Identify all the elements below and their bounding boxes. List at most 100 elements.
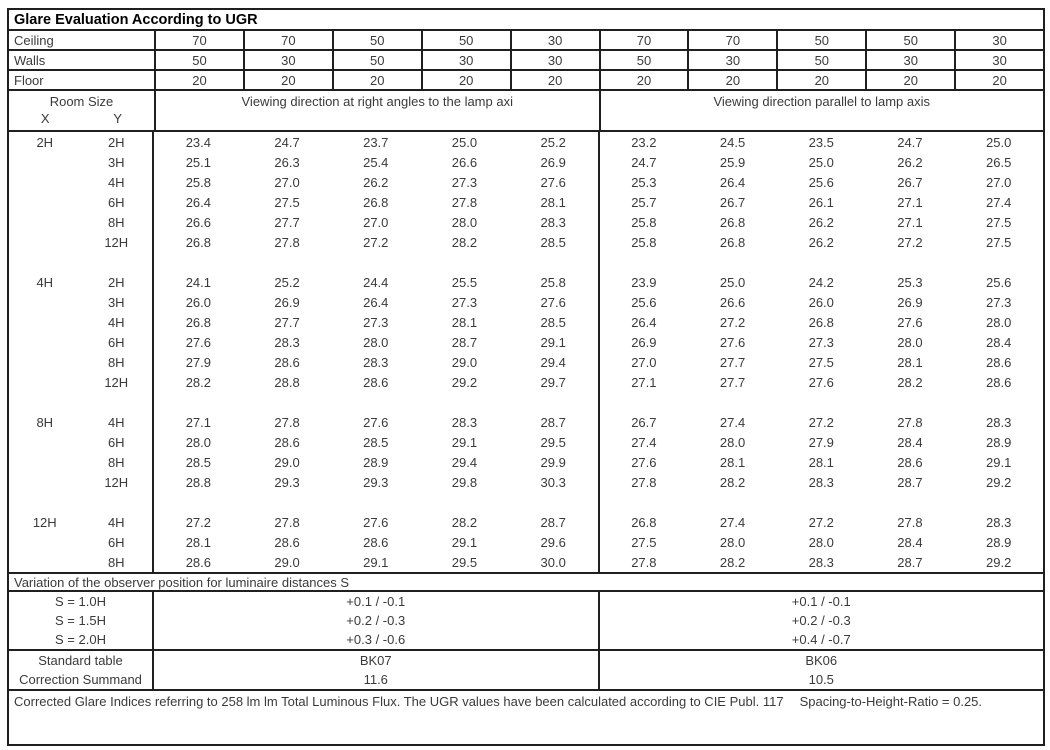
ugr-value: 26.9 [540, 154, 566, 170]
y-axis-label: Y [113, 111, 123, 126]
summary-label: Standard table [9, 651, 154, 670]
room-y-value: 6H [107, 434, 125, 450]
ugr-value: 26.8 [719, 214, 746, 230]
variation-rows: S = 1.0H +0.1 / -0.1 +0.1 / -0.1 S = 1.5H +0… [9, 592, 1043, 649]
ugr-value: 28.6 [185, 554, 211, 570]
ugr-value: 26.8 [363, 194, 389, 210]
ugr-value: 27.2 [185, 514, 211, 530]
surface-value: 50 [331, 31, 421, 49]
ugr-value: 25.8 [185, 174, 211, 190]
data-row: 6H 27.6 28.3 28.0 28.7 29.1 26.9 27.6 27.3 28.0 28… [9, 332, 1043, 352]
ugr-value: 24.7 [631, 154, 657, 170]
gap-row [9, 392, 1043, 412]
ugr-value: 26.0 [808, 294, 834, 310]
room-y-value: 2H [107, 274, 125, 290]
ugr-value: 27.5 [274, 194, 300, 210]
values-parallel [597, 252, 1044, 272]
ugr-value: 24.5 [719, 134, 746, 150]
value-right: +0.1 / -0.1 [597, 592, 1044, 611]
room-size-cells: 4H [9, 312, 154, 332]
gap-row [9, 492, 1043, 512]
room-size-cells: 2H 2H [9, 132, 154, 152]
ugr-value: 25.1 [185, 154, 211, 170]
ugr-value: 23.7 [363, 134, 389, 150]
ugr-value: 26.6 [451, 154, 478, 170]
ugr-value: 28.0 [808, 534, 834, 550]
ugr-value: 29.0 [274, 454, 300, 470]
xy-labels: X Y [9, 111, 154, 126]
room-y-value: 6H [107, 194, 125, 210]
ugr-value: 27.9 [185, 354, 211, 370]
ugr-value: 27.2 [808, 514, 834, 530]
ugr-value: 28.4 [897, 534, 923, 550]
ugr-value: 27.3 [451, 174, 478, 190]
data-row: 2H 2H 23.4 24.7 23.7 25.0 25.2 23.2 24.5 23.5 24.7… [9, 132, 1043, 152]
values-parallel: 25.8 26.8 26.2 27.2 27.5 [597, 232, 1044, 252]
ugr-value: 30.3 [540, 474, 566, 490]
room-y-value: 12H [104, 234, 129, 250]
ugr-value: 28.5 [540, 314, 566, 330]
ugr-value: 28.2 [185, 374, 211, 390]
data-row: 4H 26.8 27.7 27.3 28.1 28.5 26.4 27.2 26.8 27.6 28… [9, 312, 1043, 332]
ugr-value: 29.2 [986, 554, 1012, 570]
ugr-value: 27.6 [363, 514, 389, 530]
room-y-value: 8H [107, 454, 125, 470]
surface-value: 20 [509, 71, 599, 89]
ugr-value: 25.0 [986, 134, 1012, 150]
ugr-value: 26.2 [897, 154, 923, 170]
ugr-value: 27.1 [897, 194, 923, 210]
ugr-value: 27.8 [897, 414, 923, 430]
ugr-value: 28.7 [897, 474, 923, 490]
ugr-value: 28.3 [986, 414, 1012, 430]
s-distance-label: S = 1.0H [9, 592, 154, 611]
surface-value: 20 [865, 71, 954, 89]
surface-value: 20 [776, 71, 865, 89]
ugr-value: 28.4 [986, 334, 1012, 350]
room-size-label: Room Size [49, 94, 114, 109]
footnote-text: Corrected Glare Indices referring to 258… [14, 694, 784, 709]
data-row: 12H 26.8 27.8 27.2 28.2 28.5 25.8 26.8 26.2 27.2 2… [9, 232, 1043, 252]
ugr-value: 27.7 [719, 374, 746, 390]
ugr-value: 28.2 [451, 234, 478, 250]
room-size-cells: 6H [9, 332, 154, 352]
ugr-value: 29.2 [451, 374, 478, 390]
room-x-value: 2H [36, 134, 54, 150]
ugr-value: 28.6 [274, 534, 300, 550]
ugr-value: 27.4 [719, 514, 746, 530]
summary-label: Correction Summand [9, 670, 154, 689]
ugr-value: 29.0 [274, 554, 300, 570]
ugr-value: 28.6 [986, 354, 1012, 370]
x-axis-label: X [40, 111, 50, 126]
value-left: 11.6 [363, 672, 388, 687]
data-row: 6H 28.0 28.6 28.5 29.1 29.5 27.4 28.0 27.9 28.4 28… [9, 432, 1043, 452]
surface-row: Ceiling 70 70 50 50 30 70 70 50 50 30 [9, 31, 1043, 51]
ugr-value: 28.1 [897, 354, 923, 370]
data-row: 8H 28.6 29.0 29.1 29.5 30.0 27.8 28.2 28.3 28.7 29… [9, 552, 1043, 572]
ugr-value: 29.9 [540, 454, 566, 470]
room-size-cells [9, 392, 154, 412]
ugr-value: 29.1 [540, 334, 566, 350]
room-y-value: 2H [107, 134, 125, 150]
ugr-value: 28.3 [808, 554, 834, 570]
room-size-header: Room Size X Y [9, 91, 154, 130]
ugr-value: 27.2 [719, 314, 746, 330]
values-parallel: 25.6 26.6 26.0 26.9 27.3 [597, 292, 1044, 312]
ugr-value: 27.3 [363, 314, 389, 330]
s-distance-label: S = 1.5H [9, 611, 154, 630]
values-parallel: 27.1 27.7 27.6 28.2 28.6 [597, 372, 1044, 392]
ugr-value: 26.7 [719, 194, 746, 210]
gap-row [9, 252, 1043, 272]
ugr-value: 28.5 [363, 434, 389, 450]
ugr-value: 26.7 [897, 174, 923, 190]
ugr-value: 28.0 [986, 314, 1012, 330]
ugr-value: 29.1 [986, 454, 1012, 470]
value-left: +0.1 / -0.1 [346, 594, 406, 609]
values-right-angles: 26.8 27.8 27.2 28.2 28.5 [154, 232, 598, 252]
ugr-value: 26.4 [363, 294, 389, 310]
ugr-value: 26.1 [808, 194, 834, 210]
ugr-value: 28.3 [363, 354, 389, 370]
ugr-value: 27.8 [631, 474, 657, 490]
ugr-value: 27.6 [540, 174, 566, 190]
values-right-angles [154, 392, 598, 412]
ugr-value: 27.5 [986, 214, 1012, 230]
